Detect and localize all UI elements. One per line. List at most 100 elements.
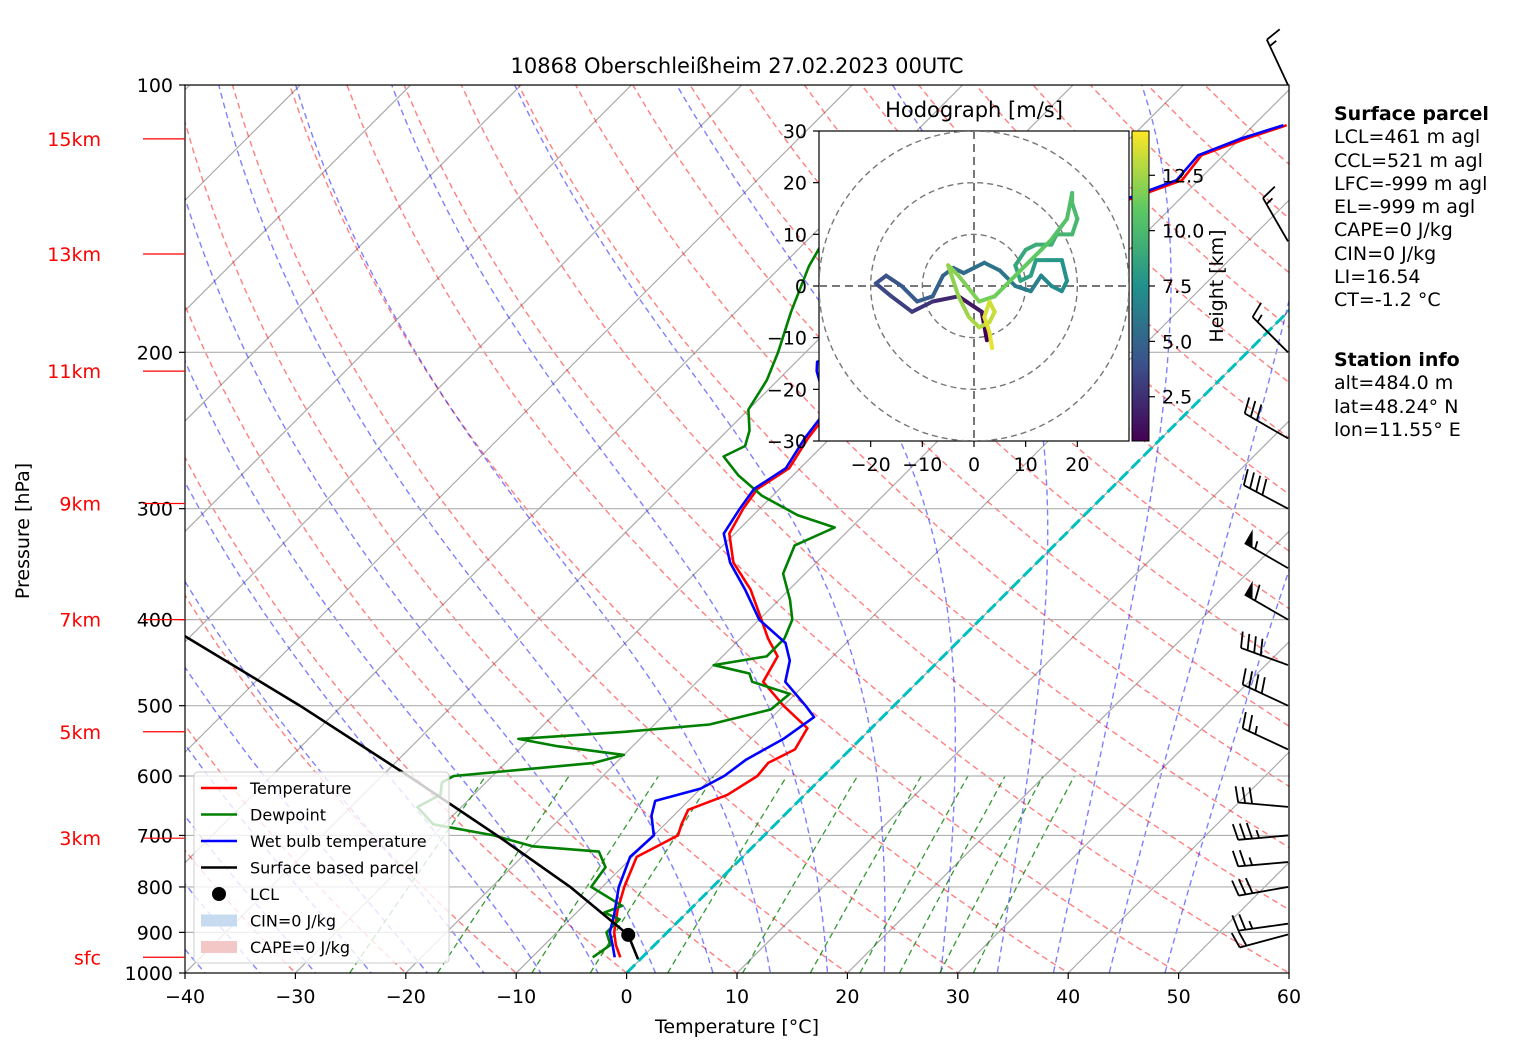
surface-parcel-line: CAPE=0 J/kg [1334,219,1453,242]
y-tick-label: 700 [137,825,173,847]
barb-feather [1241,711,1247,729]
barb-feather [1261,478,1268,496]
barb-feather [1234,786,1240,803]
y-tick-label: 1000 [125,963,173,985]
chart-title: 10868 Oberschleißheim 27.02.2023 00UTC [511,54,964,78]
barb-feather [1249,400,1257,418]
x-tick-label: −30 [275,986,315,1008]
colorbar-tick-label: 7.5 [1162,276,1192,298]
wind-barb [1241,668,1289,707]
hodograph-x-tick-label: −10 [902,454,942,476]
hodograph-ring [921,233,1027,339]
hodograph-y-tick-label: −20 [767,379,807,401]
hodograph-segment [930,273,945,299]
barb-staff [1238,801,1289,808]
barb-feather [1238,914,1247,931]
barb-staff [1238,861,1289,868]
dry-adiabat-line [288,85,1070,973]
hodograph-ring [869,181,1079,391]
hodograph-segment [982,299,992,319]
hodograph-segment [982,315,992,335]
hodograph-plot [819,131,1129,441]
legend-label: CIN=0 J/kg [250,912,336,931]
barb-feather [1245,822,1253,839]
isotherm-line [956,640,1289,973]
barb-feather [1249,472,1255,489]
barb-feather [1237,930,1248,947]
hodograph-segment [889,294,914,314]
surface-parcel-line: LFC=-999 m agl [1334,172,1488,195]
height-labels: sfc 3km 5km 7km 9km 11km 13km 15km [47,129,185,969]
isotherm-line [185,85,633,533]
barb-staff [1238,834,1289,841]
height-label: 3km [59,828,101,850]
legend-swatch [212,887,226,901]
barb-feather [1246,633,1251,651]
barb-staff [1238,922,1289,932]
hodograph-segment [982,260,1002,273]
barb-feather [1259,638,1264,656]
moist-adiabat-line [513,85,886,973]
isotherm-line [846,530,1289,973]
hodograph-y-tick-label: 30 [783,121,807,143]
hodograph-x-tick-label: 10 [1014,454,1038,476]
colorbar-tick-label: 10.0 [1162,221,1204,243]
legend-label: LCL [250,885,279,904]
barb-pennant [1244,529,1253,548]
colorbar-label: Height [km] [1206,229,1228,342]
plot-area [185,85,1289,973]
mixing-ratio-line [898,775,1006,973]
barb-staff [1242,683,1289,707]
barb-feather [1255,404,1263,421]
barb-staff [1252,316,1289,353]
hodograph-segment [1070,216,1080,237]
barb-feather [1245,877,1254,894]
barb-feather [1238,878,1247,895]
legend-label: Temperature [249,779,351,798]
barb-half-feather [1248,920,1254,930]
hodograph-segment [873,281,894,299]
height-label: 7km [59,610,101,632]
isotherm-line [404,88,1289,973]
surface-parcel-title: Surface parcel [1334,103,1489,125]
colorbar-tick-label: 2.5 [1162,387,1192,409]
hodograph-segment [992,278,1013,299]
x-tick-label: 60 [1277,986,1301,1008]
isotherm-line [736,420,1289,973]
hodograph-segment [977,294,997,304]
wind-barb [1231,849,1289,868]
height-label: 15km [47,129,101,151]
legend-swatch [201,914,237,927]
hodograph-segment [1028,258,1038,278]
hodograph-x-tick-label: −20 [851,454,891,476]
y-axis-label: Pressure [hPa] [12,463,34,599]
barb-feather [1231,823,1240,841]
hodograph-segment [946,263,961,299]
dry-adiabat-line [403,85,1289,973]
mixing-ratio-line [859,775,969,973]
barb-feather [1238,849,1247,867]
hodograph-segment [1059,258,1069,283]
dry-adiabat-line [185,303,739,973]
x-tick-label: 20 [835,986,859,1008]
surface-parcel-line: CCL=521 m agl [1334,149,1483,172]
moist-adiabat-line [185,359,599,973]
barb-feather [1231,880,1240,896]
barb-feather [1254,674,1260,691]
barb-feather [1243,397,1251,414]
x-axis-label: Temperature [°C] [654,1016,819,1038]
hodograph-y-tick-label: 0 [795,276,807,298]
hodograph-segment [1039,237,1054,252]
hodograph: Hodograph [m/s] −30 −20 −20 −10 −10 0 0 10 10 20 20… [767,98,1228,476]
dry-adiabat-line [185,594,518,973]
mixing-ratio-line [742,775,859,973]
barb-half-feather [1269,40,1277,47]
x-tick-label: 40 [1056,986,1080,1008]
wind-barb [1234,786,1289,808]
mixing-ratio-line [436,775,570,973]
wind-barb [1244,529,1289,569]
barb-staff [1262,197,1289,242]
moist-adiabat-line [218,85,714,973]
hodograph-segment [1013,284,1033,294]
